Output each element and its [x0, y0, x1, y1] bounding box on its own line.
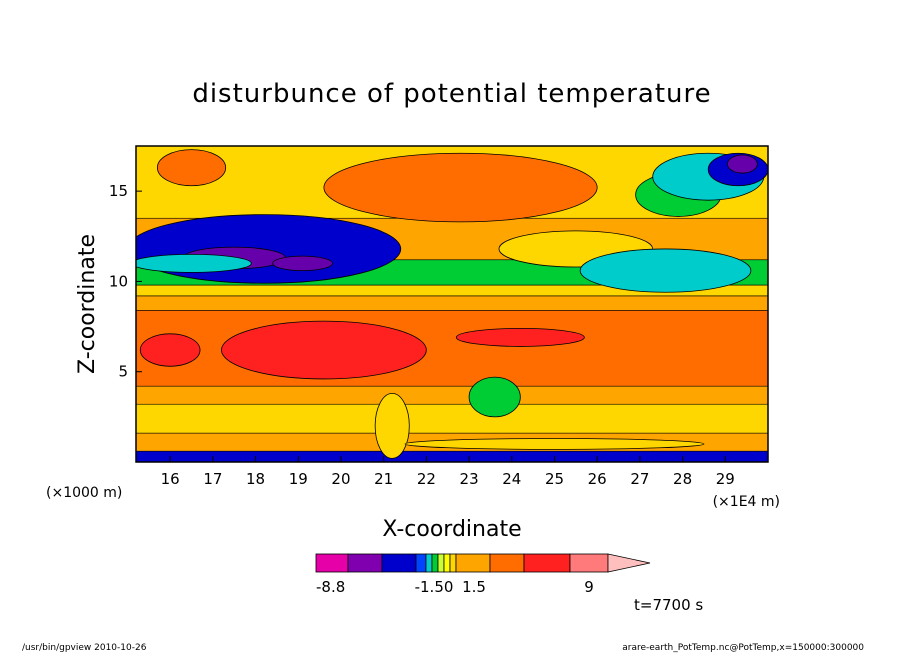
colorbar-arrow	[607, 553, 651, 573]
x-tick-label-2: 18	[246, 470, 265, 488]
colorbar-segment-0	[315, 553, 349, 573]
chart-title: disturbunce of potential temperature	[192, 79, 711, 109]
contour-patch-1	[139, 333, 201, 367]
colorbar-segment-8	[449, 553, 457, 573]
x-tick-label-13: 29	[716, 470, 735, 488]
contour-patch-0	[221, 320, 427, 380]
colorbar-segment-1	[347, 553, 383, 573]
x-axis-label: X-coordinate	[382, 517, 521, 542]
x-tick-label-6: 22	[417, 470, 436, 488]
colorbar	[315, 553, 651, 573]
x-tick-label-11: 27	[630, 470, 649, 488]
y-axis-unit: (×1000 m)	[46, 485, 122, 501]
colorbar-segment-6	[437, 553, 445, 573]
contour-patch-15	[468, 376, 521, 418]
contour-patch-2	[455, 327, 585, 347]
x-tick-label-1: 17	[203, 470, 222, 488]
x-tick-label-7: 23	[460, 470, 479, 488]
colorbar-label-2: 1.5	[462, 578, 486, 596]
contour-patch-8	[156, 149, 227, 187]
x-tick-label-10: 26	[588, 470, 607, 488]
colorbar-label-0: -8.8	[316, 578, 345, 596]
y-tick-label-1: 10	[109, 272, 128, 290]
y-tick-label-0: 5	[118, 363, 128, 381]
contour-patch-10	[579, 248, 752, 293]
colorbar-labels: -8.8 -1.50 1.5 9	[316, 578, 594, 596]
x-tick-label-0: 16	[161, 470, 180, 488]
contour-band-0	[136, 450, 768, 462]
contour-patch-14	[727, 154, 758, 174]
x-tick-label-9: 25	[545, 470, 564, 488]
colorbar-segment-4	[425, 553, 433, 573]
colorbar-segment-9	[455, 553, 491, 573]
x-axis-ticks: 16 17 18 19 20 21 22 23 24 25 26 27 28 29	[161, 456, 735, 488]
x-tick-label-5: 21	[374, 470, 393, 488]
y-axis-ticks: 5 10 15	[109, 182, 142, 381]
colorbar-segment-11	[523, 553, 571, 573]
contour-patches	[136, 149, 768, 459]
x-tick-label-12: 28	[673, 470, 692, 488]
time-label: t=7700 s	[634, 596, 703, 614]
colorbar-segment-3	[415, 553, 427, 573]
contour-band-5	[136, 295, 768, 311]
y-tick-label-2: 15	[109, 182, 128, 200]
plot-area	[136, 146, 768, 462]
colorbar-segment-10	[489, 553, 525, 573]
contour-patch-6	[136, 253, 252, 273]
contour-band-2	[136, 403, 768, 434]
contour-patch-5	[272, 255, 333, 271]
plot-frame	[135, 145, 769, 463]
colorbar-segment-5	[431, 553, 439, 573]
y-axis-label: Z-coordinate	[75, 234, 100, 374]
footer-left: /usr/bin/gpview 2010-10-26	[22, 643, 147, 653]
colorbar-segment-2	[381, 553, 417, 573]
x-tick-label-3: 19	[289, 470, 308, 488]
contour-patch-7	[323, 152, 598, 223]
x-tick-label-8: 24	[502, 470, 521, 488]
x-tick-label-4: 20	[331, 470, 350, 488]
contour-band-3	[136, 385, 768, 405]
footer-right: arare-earth_PotTemp.nc@PotTemp,x=150000:…	[622, 643, 864, 653]
colorbar-label-1: -1.50	[415, 578, 454, 596]
x-axis-unit: (×1E4 m)	[713, 494, 780, 510]
colorbar-label-3: 9	[584, 578, 594, 596]
colorbar-segment-12	[569, 553, 609, 573]
contour-patch-17	[404, 438, 705, 450]
contour-patch-16	[374, 392, 410, 459]
colorbar-segment-7	[443, 553, 451, 573]
